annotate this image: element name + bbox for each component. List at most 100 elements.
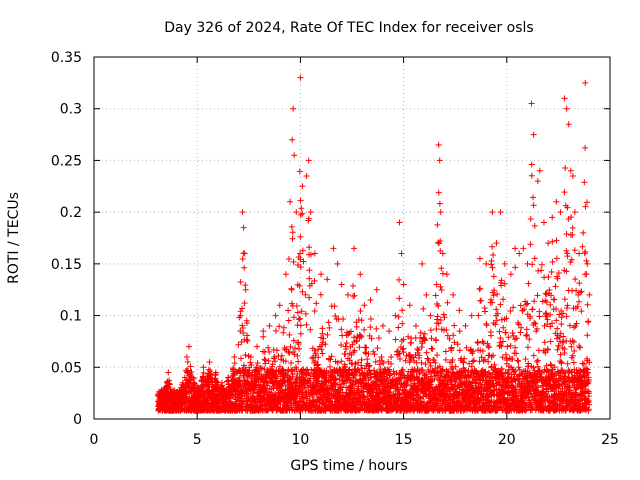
data-point: [332, 376, 339, 383]
data-point: [282, 358, 289, 365]
data-point: [442, 348, 449, 355]
data-point: [365, 350, 372, 357]
data-point: [512, 264, 519, 271]
data-point: [303, 172, 310, 179]
data-point: [294, 352, 301, 359]
data-point: [326, 324, 333, 331]
data-point: [392, 336, 399, 343]
data-point: [317, 291, 324, 298]
data-point: [289, 373, 296, 380]
data-point: [443, 271, 450, 278]
data-point: [280, 329, 287, 336]
data-point: [553, 198, 560, 205]
data-point: [382, 378, 389, 385]
data-point: [288, 286, 295, 293]
data-point: [474, 339, 481, 346]
data-point: [424, 355, 431, 362]
data-point: [565, 121, 572, 128]
data-point: [423, 349, 430, 356]
data-point: [522, 356, 529, 363]
data-point: [357, 271, 364, 278]
data-point: [254, 343, 261, 350]
data-point: [470, 357, 477, 364]
data-point: [315, 354, 322, 361]
data-point: [432, 292, 439, 299]
data-point: [260, 328, 267, 335]
data-point: [558, 321, 565, 328]
data-point: [500, 296, 507, 303]
data-point: [244, 338, 251, 345]
data-point: [553, 255, 560, 262]
data-point: [330, 245, 337, 252]
data-point: [514, 319, 521, 326]
data-point: [239, 255, 246, 262]
data-point: [427, 312, 434, 319]
data-point: [338, 326, 345, 333]
data-point: [287, 343, 294, 350]
data-point: [360, 394, 367, 401]
data-point: [396, 389, 403, 396]
data-point: [450, 291, 457, 298]
data-point: [541, 339, 548, 346]
data-point: [365, 363, 372, 370]
data-point: [297, 263, 304, 270]
data-point: [563, 105, 570, 112]
data-point: [313, 300, 320, 307]
data-point: [290, 258, 297, 265]
data-point: [292, 345, 299, 352]
data-point: [519, 307, 526, 314]
data-point: [293, 209, 300, 216]
data-point: [297, 197, 304, 204]
data-point: [295, 345, 302, 352]
data-point: [357, 332, 364, 339]
data-point: [415, 347, 422, 354]
data-point: [530, 202, 537, 209]
data-point: [530, 131, 537, 138]
data-point: [297, 211, 304, 218]
data-point: [512, 245, 519, 252]
data-point: [362, 350, 369, 357]
data-point: [428, 345, 435, 352]
data-point: [434, 313, 441, 320]
data-point: [266, 348, 273, 355]
data-point: [398, 250, 405, 257]
data-point: [293, 302, 300, 309]
data-point: [392, 312, 399, 319]
data-point: [299, 247, 306, 254]
data-point: [439, 270, 446, 277]
data-point: [282, 382, 289, 389]
data-point: [269, 361, 276, 368]
data-point: [350, 282, 357, 289]
data-point: [456, 328, 463, 335]
data-point: [289, 229, 296, 236]
data-point: [212, 371, 219, 378]
data-point: [358, 333, 365, 340]
data-point: [536, 313, 543, 320]
data-point: [368, 374, 375, 381]
data-point: [304, 366, 311, 373]
data-point: [544, 346, 551, 353]
data-point: [387, 370, 394, 377]
data-point: [243, 320, 250, 327]
data-point: [440, 311, 447, 318]
data-point: [422, 361, 429, 368]
data-point: [363, 344, 370, 351]
data-point: [571, 209, 578, 216]
data-point: [231, 360, 238, 367]
data-point: [476, 255, 483, 262]
data-point: [528, 161, 535, 168]
data-point: [356, 344, 363, 351]
data-point: [239, 322, 246, 329]
data-point: [451, 322, 458, 329]
data-point: [536, 167, 543, 174]
data-point: [488, 332, 495, 339]
data-point: [311, 308, 318, 315]
data-point: [435, 141, 442, 148]
data-point: [531, 222, 538, 229]
data-point: [357, 307, 364, 314]
data-point: [265, 344, 272, 351]
data-point: [490, 273, 497, 280]
data-point: [477, 285, 484, 292]
data-point: [308, 280, 315, 287]
data-point: [311, 277, 318, 284]
